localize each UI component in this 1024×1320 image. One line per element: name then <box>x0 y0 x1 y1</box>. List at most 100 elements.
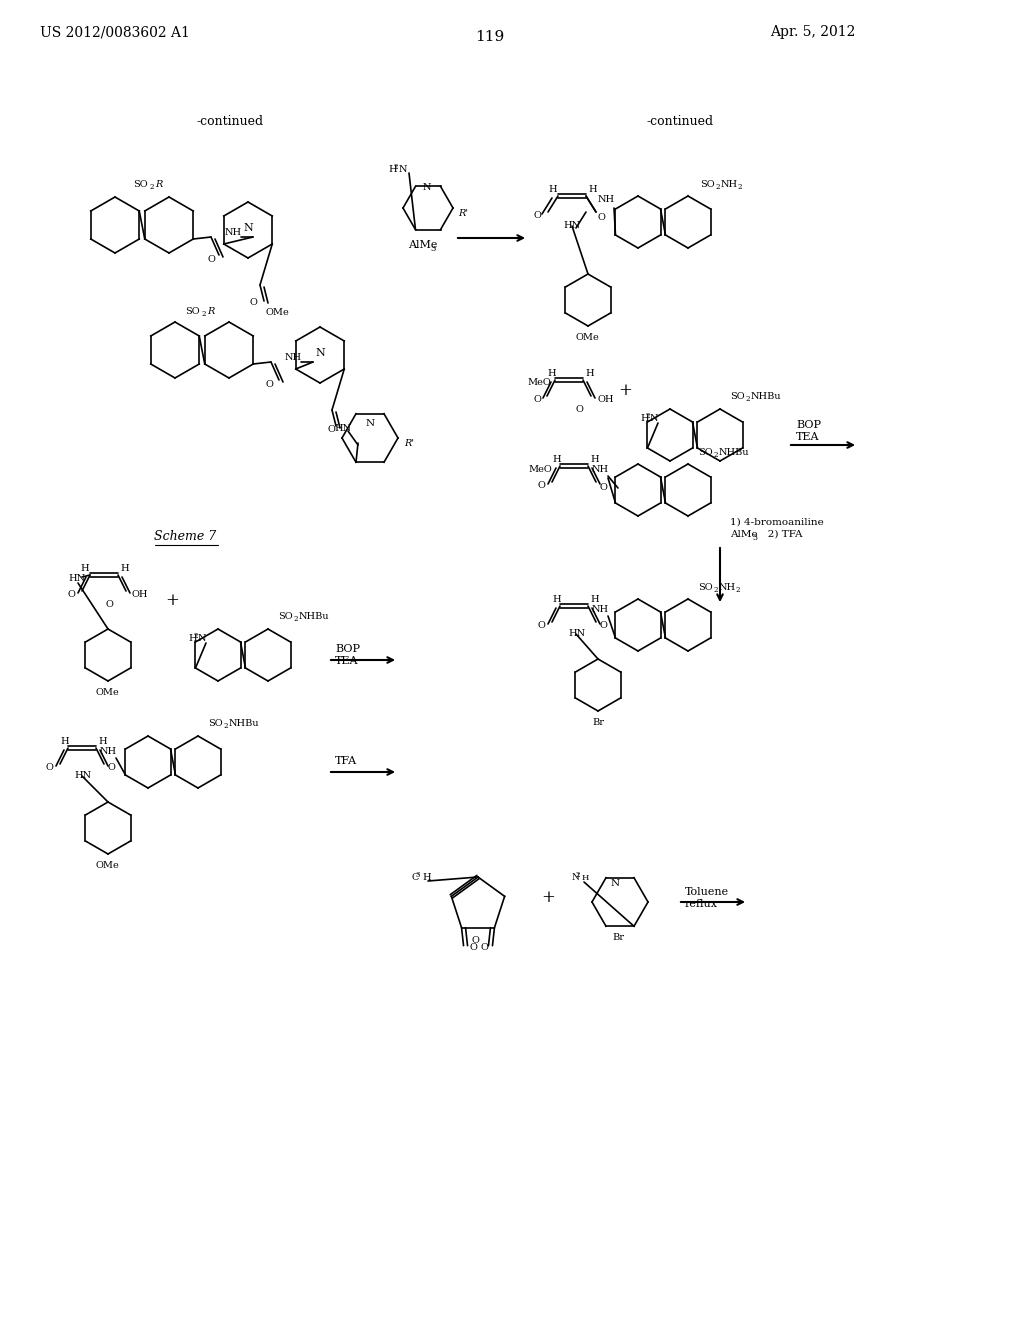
Text: H: H <box>422 873 431 882</box>
Text: AlMe: AlMe <box>408 240 437 249</box>
Text: BOP: BOP <box>335 644 360 653</box>
Text: O: O <box>600 483 608 492</box>
Text: H: H <box>590 595 599 605</box>
Text: SO: SO <box>185 308 200 315</box>
Text: SO: SO <box>698 447 713 457</box>
Text: 2: 2 <box>294 615 299 623</box>
Text: OMe: OMe <box>96 688 120 697</box>
Text: O: O <box>534 395 541 404</box>
Text: O: O <box>106 601 114 609</box>
Text: NH: NH <box>285 352 302 362</box>
Text: 2: 2 <box>150 183 154 191</box>
Text: OH: OH <box>597 395 613 404</box>
Text: 2: 2 <box>394 162 398 172</box>
Text: N: N <box>423 183 431 191</box>
Text: 2: 2 <box>646 412 650 420</box>
Text: NH: NH <box>592 605 609 614</box>
Text: MeO: MeO <box>528 465 552 474</box>
Text: 2: 2 <box>714 451 719 459</box>
Text: NH: NH <box>592 465 609 474</box>
Text: 3: 3 <box>752 535 757 543</box>
Text: NH: NH <box>100 747 117 756</box>
Text: O: O <box>534 211 541 220</box>
Text: OH: OH <box>132 590 148 599</box>
Text: N: N <box>399 165 408 174</box>
Text: Br: Br <box>612 933 624 942</box>
Text: O: O <box>600 620 608 630</box>
Text: TEA: TEA <box>335 656 358 667</box>
Text: OMe: OMe <box>266 308 290 317</box>
Text: 3: 3 <box>430 246 435 253</box>
Text: NHBu: NHBu <box>751 392 781 401</box>
Text: H: H <box>585 370 594 378</box>
Text: H: H <box>640 414 648 422</box>
Text: H: H <box>388 165 396 174</box>
Text: 119: 119 <box>475 30 505 44</box>
Text: N: N <box>572 873 580 882</box>
Text: 2) TFA: 2) TFA <box>758 531 803 539</box>
Text: HN: HN <box>563 220 581 230</box>
Text: O: O <box>327 425 335 434</box>
Text: N: N <box>610 879 620 888</box>
Text: HN: HN <box>334 424 351 433</box>
Text: Toluene: Toluene <box>685 887 729 898</box>
Text: MeO: MeO <box>527 378 551 387</box>
Text: O: O <box>68 590 76 599</box>
Text: H: H <box>590 455 599 465</box>
Text: O: O <box>46 763 54 772</box>
Text: BOP: BOP <box>796 420 821 430</box>
Text: SO: SO <box>278 612 293 620</box>
Text: +: + <box>165 591 179 609</box>
Text: H: H <box>588 185 597 194</box>
Text: H: H <box>548 185 557 194</box>
Text: R: R <box>155 180 163 189</box>
Text: H: H <box>582 874 590 882</box>
Text: 2: 2 <box>746 395 751 403</box>
Text: Br: Br <box>592 718 604 727</box>
Text: SO: SO <box>133 180 147 189</box>
Text: H: H <box>98 737 106 746</box>
Text: O: O <box>575 405 583 414</box>
Text: 2: 2 <box>201 310 206 318</box>
Text: O: O <box>207 255 215 264</box>
Text: OMe: OMe <box>575 333 600 342</box>
Text: SO: SO <box>730 392 744 401</box>
Text: +: + <box>618 381 632 399</box>
Text: R': R' <box>458 209 468 218</box>
Text: 2: 2 <box>737 183 741 191</box>
Text: AlMe: AlMe <box>730 531 758 539</box>
Text: O: O <box>470 942 477 952</box>
Text: H: H <box>80 564 89 573</box>
Text: Scheme 7: Scheme 7 <box>154 531 216 543</box>
Text: O: O <box>472 936 480 945</box>
Text: O: O <box>250 298 258 308</box>
Text: N: N <box>198 634 207 643</box>
Text: SO: SO <box>208 719 222 729</box>
Text: HN: HN <box>68 574 85 583</box>
Text: 1) 4-bromoaniline: 1) 4-bromoaniline <box>730 517 823 527</box>
Text: H: H <box>120 564 129 573</box>
Text: OMe: OMe <box>96 861 120 870</box>
Text: H: H <box>552 455 560 465</box>
Text: 3: 3 <box>416 871 421 879</box>
Text: 2: 2 <box>735 586 739 594</box>
Text: -continued: -continued <box>646 115 714 128</box>
Text: HN: HN <box>74 771 91 780</box>
Text: -continued: -continued <box>197 115 263 128</box>
Text: NH: NH <box>225 228 242 238</box>
Text: H: H <box>60 737 69 746</box>
Text: O: O <box>538 480 546 490</box>
Text: NH: NH <box>721 180 738 189</box>
Text: R': R' <box>404 440 414 447</box>
Text: TEA: TEA <box>796 432 819 442</box>
Text: O: O <box>266 380 273 389</box>
Text: C: C <box>412 873 420 882</box>
Text: R: R <box>207 308 214 315</box>
Text: N: N <box>243 223 253 234</box>
Text: O: O <box>480 942 488 952</box>
Text: H: H <box>547 370 556 378</box>
Text: +: + <box>541 888 555 906</box>
Text: SO: SO <box>698 583 713 591</box>
Text: NH: NH <box>598 195 615 205</box>
Text: N: N <box>315 348 325 358</box>
